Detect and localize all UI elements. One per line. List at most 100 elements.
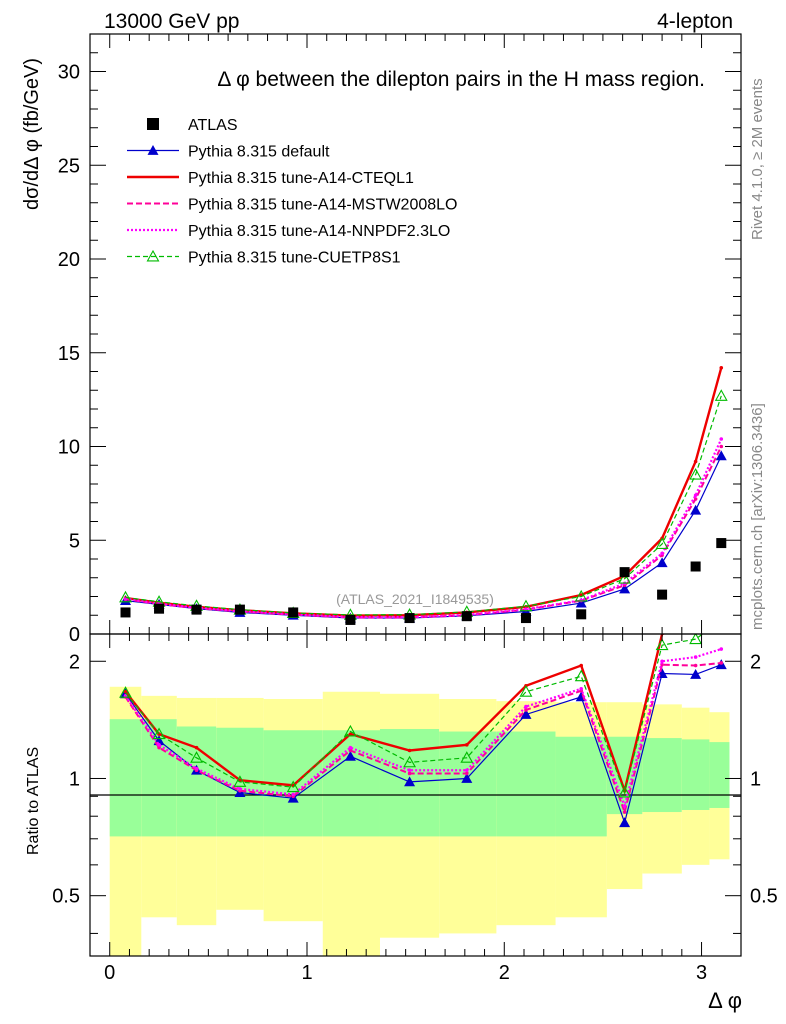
ratio-y-axis-label: Ratio to ATLAS	[25, 747, 42, 855]
legend-label: Pythia 8.315 tune-A14-CTEQL1	[188, 170, 414, 187]
analysis-watermark: (ATLAS_2021_I1849535)	[336, 591, 494, 607]
y-tick-label: 0	[69, 624, 80, 646]
pythia-8-315-default-point	[715, 450, 727, 461]
pythia-8-315-default-point	[656, 557, 668, 568]
pythia-8-315-tune-a14-mstw2008lo-point	[719, 444, 724, 449]
ratio-y-tick-label-right: 1	[750, 768, 761, 790]
pythia-8-315-tune-a14-nnpdf2-3lo-ratio-point	[660, 659, 664, 664]
pythia-8-315-tune-cuetp8s1-point	[574, 589, 588, 602]
pythia-8-315-tune-cuetp8s1-ratio-point	[689, 634, 703, 645]
ratio-series-group	[119, 634, 727, 828]
pythia-8-315-tune-cuetp8s1-ratio-point	[655, 638, 669, 651]
pythia-8-315-tune-a14-cteql1-ratio-point	[123, 689, 128, 694]
atlas-data-point	[619, 567, 630, 578]
pythia-8-315-tune-cuetp8s1-point	[618, 572, 632, 584]
x-tick-label: 2	[499, 962, 510, 984]
pythia-8-315-tune-a14-nnpdf2-3lo-point	[579, 598, 584, 603]
ratio-panel-frame	[89, 633, 742, 957]
x-tick-label: 3	[696, 962, 707, 984]
pythia-8-315-tune-cuetp8s1-ratio-point	[152, 727, 166, 740]
mcplots-label: mcplots.cern.ch [arXiv:1306.3436]	[749, 403, 766, 630]
pythia-8-315-tune-a14-nnpdf2-3lo-point	[693, 493, 698, 498]
pythia-8-315-tune-a14-mstw2008lo-ratio-point	[622, 810, 627, 814]
rivet-label: Rivet 4.1.0, ≥ 2M events	[749, 78, 766, 240]
atlas-data-point	[154, 603, 165, 614]
x-tick-label: 0	[104, 962, 115, 984]
legend-default-marker	[147, 145, 159, 155]
pythia-8-315-tune-cuetp8s1-line	[125, 395, 722, 616]
pythia-8-315-default-point	[575, 597, 587, 608]
pythia-8-315-tune-cuetp8s1-ratio-point	[403, 755, 417, 768]
y-tick-label: 15	[58, 343, 80, 365]
legend-label: ATLAS	[188, 117, 238, 134]
main-series-group	[119, 365, 728, 623]
inner-band-bin	[681, 739, 710, 810]
pythia-8-315-tune-a14-nnpdf2-3lo-line	[125, 438, 723, 619]
inner-band-bin	[642, 738, 682, 813]
pythia-8-315-default-point	[690, 504, 702, 515]
pythia-8-315-tune-a14-nnpdf2-3lo-ratio-point	[719, 647, 724, 651]
pythia-8-315-tune-a14-nnpdf2-3lo-ratio-point	[464, 768, 469, 773]
pythia-8-315-tune-a14-nnpdf2-3lo-ratio-point	[407, 768, 412, 773]
atlas-data-point	[690, 561, 701, 572]
legend-atlas-marker	[147, 118, 159, 130]
atlas-data-group	[120, 538, 727, 625]
pythia-8-315-tune-a14-nnpdf2-3lo-ratio-point	[579, 686, 584, 691]
atlas-data-point	[191, 604, 202, 615]
ratio-y-tick-label: 2	[69, 651, 80, 673]
pythia-8-315-tune-cuetp8s1-ratio-point	[190, 751, 203, 763]
atlas-data-point	[520, 613, 531, 624]
ratio-y-tick-label-right: 2	[750, 651, 761, 673]
inner-band-bin	[709, 742, 730, 808]
pythia-8-315-tune-a14-cteql1-ratio-point	[194, 745, 199, 750]
pythia-8-315-tune-a14-nnpdf2-3lo-ratio-point	[194, 766, 199, 771]
atlas-data-point	[657, 589, 668, 600]
pythia-8-315-tune-cuetp8s1-ratio-point	[233, 775, 247, 787]
pythia-8-315-tune-a14-cteql1-ratio-line	[124, 634, 667, 796]
legend-label: Pythia 8.315 tune-CUETP8S1	[188, 250, 401, 267]
pythia-8-315-tune-cuetp8s1-point	[689, 467, 703, 480]
pythia-8-315-tune-a14-mstw2008lo-ratio-point	[157, 745, 161, 750]
y-tick-label: 20	[58, 249, 80, 271]
pythia-8-315-tune-a14-cteql1-ratio-point	[579, 663, 584, 668]
inner-band-bin	[176, 726, 217, 837]
atlas-data-point	[120, 607, 131, 618]
pythia-8-315-tune-cuetp8s1-point	[119, 590, 132, 603]
pythia-8-315-tune-a14-nnpdf2-3lo-ratio-point	[238, 787, 242, 791]
x-tick-label: 1	[301, 962, 312, 984]
pythia-8-315-tune-a14-mstw2008lo-ratio-point	[464, 771, 469, 776]
pythia-8-315-tune-a14-cteql1-point	[693, 459, 698, 464]
pythia-8-315-tune-cuetp8s1-point	[519, 599, 533, 612]
axis-ticks	[90, 33, 741, 956]
atlas-data-point	[345, 614, 356, 625]
pythia-8-315-tune-cuetp8s1-ratio-point	[618, 785, 632, 798]
pythia-8-315-tune-cuetp8s1-point	[714, 389, 728, 401]
atlas-data-point	[576, 609, 587, 620]
pythia-8-315-tune-a14-mstw2008lo-ratio-point	[693, 663, 698, 668]
chart-title: Δ φ between the dilepton pairs in the H …	[217, 68, 705, 91]
pythia-8-315-default-ratio-point	[344, 750, 356, 761]
y-tick-label: 25	[58, 155, 80, 177]
pythia-8-315-tune-cuetp8s1-ratio-point	[343, 724, 357, 737]
ratio-y-tick-label: 1	[69, 768, 80, 790]
inner-band-bin	[496, 731, 556, 837]
atlas-data-point	[288, 607, 299, 618]
legend-label: Pythia 8.315 tune-A14-MSTW2008LO	[188, 197, 457, 214]
y-tick-label: 30	[58, 62, 80, 84]
pythia-8-315-default-ratio-point	[404, 776, 416, 787]
pythia-8-315-tune-a14-mstw2008lo-ratio-point	[719, 661, 724, 665]
pythia-8-315-default-ratio-point	[690, 668, 702, 679]
pythia-8-315-tune-cuetp8s1-ratio-point	[574, 669, 588, 682]
inner-band-bin	[555, 736, 607, 837]
ratio-uncertainty-bands	[109, 686, 730, 956]
legend-label: Pythia 8.315 tune-A14-NNPDF2.3LO	[188, 223, 450, 240]
pythia-8-315-tune-cuetp8s1-ratio-point	[519, 685, 533, 697]
pythia-8-315-tune-a14-nnpdf2-3lo-ratio-point	[291, 792, 295, 797]
pythia-8-315-tune-a14-nnpdf2-3lo-ratio-point	[693, 655, 698, 659]
pythia-8-315-default-ratio-point	[520, 708, 532, 719]
pythia-8-315-tune-a14-cteql1-point	[719, 365, 724, 370]
y-tick-label: 10	[58, 437, 80, 459]
y-tick-label: 5	[69, 530, 80, 552]
